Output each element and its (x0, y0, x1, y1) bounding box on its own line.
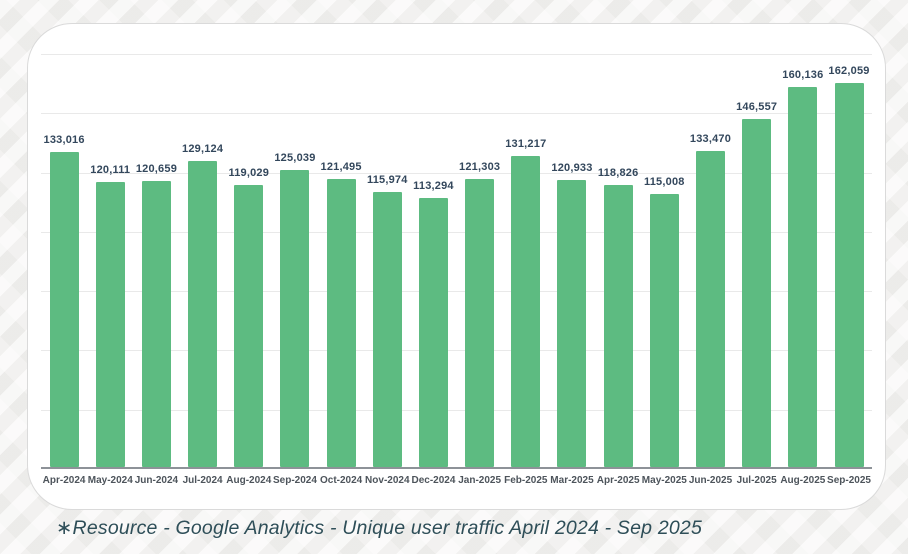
bar (649, 194, 679, 467)
bar-value-label: 129,124 (182, 142, 224, 155)
x-axis-labels: Apr-2024 May-2024 Jun-2024 Jul-2024 Aug-2024… (41, 475, 872, 486)
bar (49, 151, 79, 467)
x-axis-label: May-2024 (87, 475, 133, 486)
bar (603, 185, 633, 467)
bar-value-label: 120,111 (90, 164, 131, 177)
x-axis-label: Nov-2024 (365, 475, 410, 486)
x-axis-label: Jul-2025 (736, 475, 777, 486)
bar (742, 119, 772, 467)
x-axis-label: Feb-2025 (504, 475, 548, 486)
x-axis-label: Jun-2024 (134, 475, 179, 486)
x-axis-label: Sep-2024 (272, 475, 317, 486)
gridline (41, 409, 872, 411)
gridline (41, 291, 872, 293)
gridline (41, 231, 872, 233)
bar-value-label: 120,933 (551, 162, 593, 175)
bar-group-Aug-2025: 160,136 (780, 14, 826, 467)
x-axis-label: Dec-2024 (411, 475, 456, 486)
bar-group-Jul-2025: 146,557 (734, 14, 780, 467)
bar-value-label: 133,470 (689, 132, 732, 145)
bar-group-Mar-2025: 120,933 (549, 14, 595, 467)
bar-value-label: 160,136 (782, 69, 824, 82)
bar (95, 182, 125, 467)
bar-chart: 133,016 120,111 120,659 129,124 119,029 125,0… (41, 54, 872, 486)
bar-group-Feb-2025: 131,217 (503, 14, 549, 467)
bar-value-label: 115,008 (644, 176, 685, 189)
gridline (41, 54, 872, 55)
bar (280, 170, 310, 467)
bar (372, 191, 402, 467)
x-axis-label: Jul-2024 (182, 475, 223, 486)
bar-group-Jan-2025: 121,303 (457, 14, 503, 467)
x-axis-label: Sep-2025 (827, 475, 871, 486)
bar-group-Jun-2024: 120,659 (133, 14, 179, 467)
bar-value-label: 133,016 (43, 133, 85, 146)
bar-value-label: 121,495 (320, 160, 362, 173)
x-axis-label: Mar-2025 (550, 475, 594, 486)
bar-value-label: 146,557 (736, 101, 778, 114)
bar-value-label: 113,294 (413, 180, 454, 193)
bar-value-label: 115,974 (367, 173, 408, 186)
bar-value-label: 119,029 (228, 166, 270, 179)
bar-value-label: 118,826 (597, 167, 639, 180)
bar-value-label: 131,217 (505, 137, 547, 150)
gridline (41, 350, 872, 352)
x-axis-label: Aug-2024 (226, 475, 272, 486)
bar (141, 180, 171, 467)
bar-group-Jul-2024: 129,124 (180, 14, 226, 467)
bar-value-label: 121,303 (459, 161, 501, 174)
x-axis-label: Oct-2024 (319, 475, 363, 486)
bar-group-May-2024: 120,111 (87, 14, 133, 467)
bar-group-Nov-2024: 115,974 (364, 14, 410, 467)
bar-value-label: 125,039 (274, 152, 316, 165)
bar (418, 198, 448, 467)
x-axis-label: Apr-2025 (596, 475, 640, 486)
bar-value-label: 162,059 (828, 64, 870, 77)
bar (326, 178, 356, 467)
bar (188, 160, 218, 467)
bar (695, 150, 725, 467)
bar-group-Apr-2024: 133,016 (41, 14, 87, 467)
chart-card: 133,016 120,111 120,659 129,124 119,029 125,0… (27, 23, 886, 510)
gridline (41, 113, 872, 115)
bars-container: 133,016 120,111 120,659 129,124 119,029 125,0… (41, 14, 872, 467)
bar (788, 87, 818, 467)
bar-group-Sep-2025: 162,059 (826, 14, 872, 467)
bar (465, 179, 495, 467)
bar (511, 155, 541, 467)
bar-value-label: 120,659 (135, 162, 178, 175)
x-axis-label: Jun-2025 (688, 475, 733, 486)
bar-group-Jun-2025: 133,470 (687, 14, 733, 467)
x-axis-label: Apr-2024 (42, 475, 86, 486)
bar-group-Oct-2024: 121,495 (318, 14, 364, 467)
x-axis-label: May-2025 (641, 475, 687, 486)
bar-group-May-2025: 115,008 (641, 14, 687, 467)
bar (234, 184, 264, 467)
bar (834, 82, 864, 467)
bar-group-Dec-2024: 113,294 (410, 14, 456, 467)
bar-group-Sep-2024: 125,039 (272, 14, 318, 467)
x-axis-label: Aug-2025 (780, 475, 826, 486)
bar (557, 180, 587, 467)
bar-group-Apr-2025: 118,826 (595, 14, 641, 467)
bar-group-Aug-2024: 119,029 (226, 14, 272, 467)
x-axis-label: Jan-2025 (458, 475, 502, 486)
gridline (41, 172, 872, 174)
chart-caption: ∗Resource - Google Analytics - Unique us… (56, 517, 703, 539)
